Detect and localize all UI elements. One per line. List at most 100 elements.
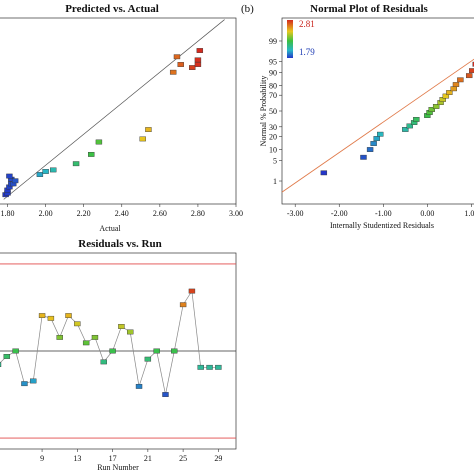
- colorbar: [287, 20, 293, 58]
- panel-b-frame: [281, 17, 474, 205]
- data-point: [100, 359, 107, 365]
- data-point: [109, 348, 116, 354]
- normal-reference-line: [281, 58, 474, 193]
- data-point: [95, 139, 103, 145]
- data-point: [206, 364, 213, 370]
- x-tick-label: -1.00: [375, 209, 392, 218]
- data-point: [450, 86, 457, 92]
- data-point: [366, 147, 374, 152]
- data-point: [373, 136, 380, 141]
- data-point: [72, 161, 80, 167]
- y-tick-label: 99: [269, 37, 277, 46]
- x-tick-label: 13: [73, 454, 81, 463]
- data-point: [370, 141, 377, 146]
- data-point: [127, 329, 134, 335]
- data-point: [406, 123, 413, 129]
- data-point: [162, 392, 169, 397]
- reference-line: [3, 19, 225, 200]
- y-tick-label: 10: [269, 146, 277, 155]
- residual-series-line: [0, 290, 219, 395]
- x-tick-label: 1.80: [1, 209, 15, 218]
- panel-residuals-vs-run: Residuals vs. Run 9 13 17 21 25 29 Run Number: [0, 238, 237, 472]
- data-point: [153, 348, 160, 354]
- data-point: [197, 364, 204, 370]
- data-point: [169, 69, 177, 75]
- x-tick-label: -3.00: [287, 209, 304, 218]
- data-point: [82, 340, 90, 346]
- data-point: [11, 178, 19, 184]
- x-tick-label: 2.60: [153, 209, 167, 218]
- data-point: [144, 356, 152, 362]
- y-tick-label: 70: [269, 91, 277, 100]
- x-tick-label: -2.00: [331, 209, 348, 218]
- data-point: [118, 324, 125, 329]
- y-tick-label: 1: [273, 177, 277, 186]
- panel-a-plot-area: 1.80 2.00 2.20 2.40 2.60 2.80 3.00: [1, 19, 243, 218]
- x-tick-label: 29: [214, 454, 222, 463]
- y-tick-label: 80: [269, 82, 277, 91]
- data-point: [179, 302, 187, 308]
- data-point: [432, 104, 440, 109]
- panel-a-frame: [0, 17, 237, 205]
- data-point: [196, 48, 204, 53]
- data-point: [320, 170, 328, 176]
- panel-b-title: Normal Plot of Residuals: [310, 3, 428, 15]
- data-point: [12, 348, 19, 354]
- data-point: [50, 167, 57, 173]
- data-point: [472, 61, 474, 67]
- data-point: [465, 73, 473, 79]
- data-point: [30, 378, 37, 384]
- data-point: [469, 68, 474, 74]
- panel-c-x-axis-label: Run Number: [97, 463, 139, 472]
- data-point: [88, 151, 95, 157]
- data-point: [36, 172, 44, 177]
- y-tick-label: 20: [269, 132, 277, 141]
- y-tick-label: 30: [269, 123, 277, 132]
- x-tick-label: 21: [144, 454, 152, 463]
- data-point: [413, 117, 420, 122]
- data-point: [452, 82, 460, 87]
- data-point: [56, 334, 63, 340]
- data-point: [42, 169, 49, 174]
- colorbar-max: 2.81: [299, 19, 315, 29]
- x-tick-label: 2.00: [39, 209, 53, 218]
- data-point: [65, 313, 72, 319]
- data-point: [21, 381, 28, 387]
- data-point: [177, 62, 184, 67]
- data-point: [0, 362, 2, 368]
- y-tick-label: 90: [269, 68, 277, 77]
- data-point: [188, 288, 196, 294]
- x-tick-label: 0.00: [420, 209, 434, 218]
- data-point: [442, 93, 450, 99]
- x-tick-label: 2.40: [115, 209, 129, 218]
- data-point: [6, 173, 13, 179]
- x-tick-label: 17: [109, 454, 117, 463]
- data-point: [194, 57, 202, 63]
- data-point: [139, 136, 146, 142]
- data-point: [360, 154, 367, 160]
- panel-b-label: (b): [241, 3, 254, 15]
- data-point: [173, 54, 181, 60]
- panel-a-title: Predicted vs. Actual: [65, 3, 159, 15]
- panel-predicted-vs-actual: Predicted vs. Actual 1.80 2.00 2.20 2.40 2.6…: [0, 3, 243, 233]
- data-point: [91, 334, 99, 340]
- data-point: [215, 364, 222, 370]
- panel-b-x-axis-label: Internally Studentized Residuals: [330, 221, 434, 230]
- data-point: [171, 348, 178, 354]
- x-tick-label: 25: [179, 454, 187, 463]
- data-point: [446, 90, 453, 95]
- panel-a-x-axis-label: Actual: [99, 224, 121, 233]
- data-point: [74, 321, 81, 327]
- data-point: [145, 127, 152, 133]
- panel-c-title: Residuals vs. Run: [78, 238, 161, 250]
- colorbar-min: 1.79: [299, 47, 315, 57]
- data-point: [47, 315, 55, 321]
- y-tick-label: 95: [269, 57, 277, 66]
- x-tick-label: 9: [40, 454, 44, 463]
- data-point: [377, 131, 384, 137]
- x-tick-label: 3.00: [229, 209, 243, 218]
- data-point: [3, 354, 11, 359]
